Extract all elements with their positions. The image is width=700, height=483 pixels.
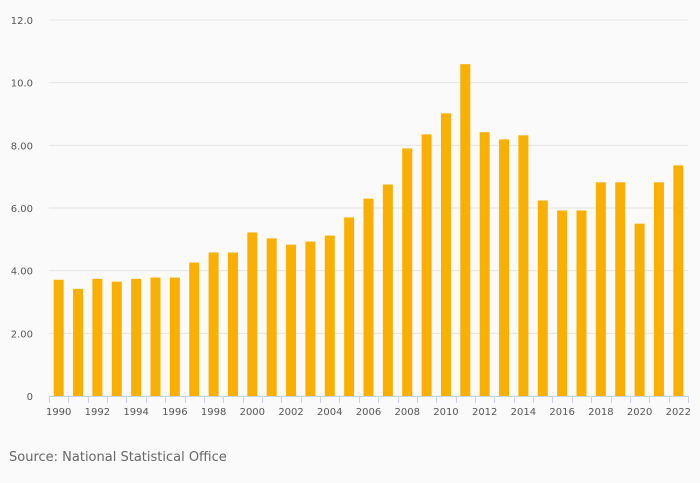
x-tick-label: 1992 bbox=[85, 407, 110, 418]
bar-2020 bbox=[634, 223, 645, 396]
bar-2019 bbox=[615, 182, 626, 396]
x-tick-label: 2016 bbox=[549, 407, 574, 418]
bar-2006 bbox=[363, 198, 374, 396]
bar-1994 bbox=[131, 278, 142, 396]
bar-2013 bbox=[499, 139, 510, 396]
bar-2022 bbox=[673, 165, 684, 396]
bar-1995 bbox=[150, 277, 161, 396]
bar-1996 bbox=[169, 277, 180, 396]
bar-1999 bbox=[227, 252, 238, 396]
bar-1990 bbox=[53, 279, 64, 396]
x-tick-label: 2020 bbox=[627, 407, 652, 418]
bar-2014 bbox=[518, 135, 529, 396]
x-tick-label: 2022 bbox=[666, 407, 691, 418]
bar-2005 bbox=[344, 217, 355, 396]
x-tick-label: 2012 bbox=[472, 407, 497, 418]
x-tick-label: 2010 bbox=[433, 407, 458, 418]
bar-2010 bbox=[440, 113, 451, 396]
bar-1992 bbox=[92, 278, 103, 396]
x-tick-label: 2006 bbox=[356, 407, 381, 418]
x-tick-label: 2000 bbox=[240, 407, 265, 418]
y-tick-label: 2.00 bbox=[11, 329, 33, 340]
bar-2021 bbox=[653, 182, 664, 396]
y-tick-label: 0 bbox=[27, 392, 33, 403]
bar-2015 bbox=[537, 200, 548, 396]
bar-1993 bbox=[111, 281, 122, 396]
x-tick-label: 1994 bbox=[123, 407, 148, 418]
bar-2017 bbox=[576, 210, 587, 396]
x-tick-label: 2014 bbox=[511, 407, 536, 418]
bar-1991 bbox=[73, 288, 84, 396]
bar-2016 bbox=[557, 210, 568, 396]
x-tick-label: 1996 bbox=[162, 407, 187, 418]
x-tick-label: 1998 bbox=[201, 407, 226, 418]
bar-2012 bbox=[479, 132, 490, 396]
bar-2009 bbox=[421, 134, 432, 396]
x-tick-label: 1990 bbox=[46, 407, 71, 418]
bar-2002 bbox=[286, 244, 297, 396]
bar-1997 bbox=[189, 262, 200, 396]
x-tick-label: 2004 bbox=[317, 407, 342, 418]
y-tick-label: 12.0 bbox=[11, 16, 33, 27]
bar-2011 bbox=[460, 64, 471, 397]
bar-1998 bbox=[208, 252, 219, 396]
bar-2003 bbox=[305, 241, 316, 396]
x-tick-label: 2002 bbox=[278, 407, 303, 418]
source-note: Source: National Statistical Office bbox=[9, 450, 227, 465]
y-tick-label: 10.0 bbox=[11, 79, 33, 90]
x-tick-label: 2008 bbox=[395, 407, 420, 418]
bar-2001 bbox=[266, 238, 277, 396]
y-tick-label: 6.00 bbox=[11, 204, 33, 215]
y-tick-label: 8.00 bbox=[11, 141, 33, 152]
y-tick-label: 4.00 bbox=[11, 267, 33, 278]
bar-2007 bbox=[382, 184, 393, 396]
bar-2018 bbox=[595, 182, 606, 396]
bar-2008 bbox=[402, 148, 413, 396]
x-tick-label: 2018 bbox=[588, 407, 613, 418]
bar-2000 bbox=[247, 232, 258, 396]
bar-2004 bbox=[324, 235, 335, 396]
